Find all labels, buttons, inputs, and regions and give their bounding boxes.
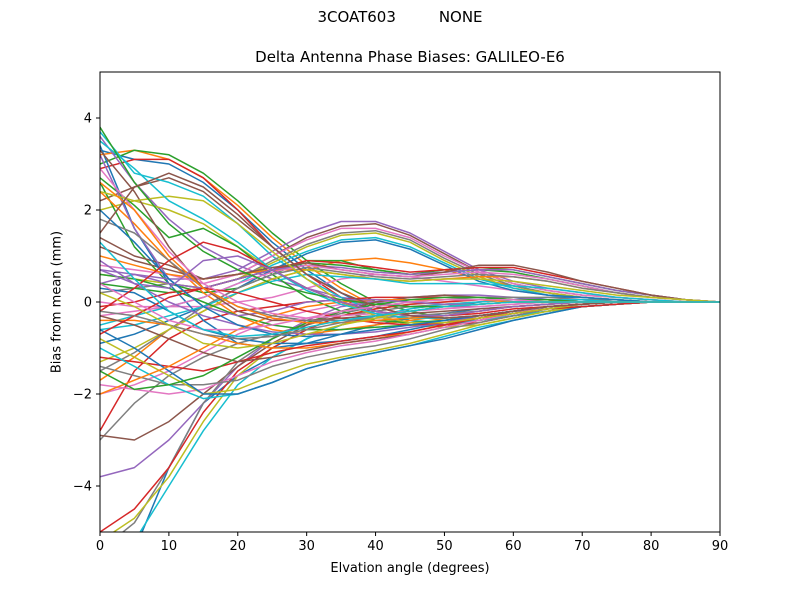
x-tick-label: 70: [574, 539, 591, 554]
y-tick-label: 0: [84, 296, 92, 311]
x-tick-label: 90: [712, 539, 729, 554]
series-layer: [100, 126, 720, 532]
series-line-s39: [100, 269, 720, 363]
figure-suptitle: 3COAT603 NONE: [0, 8, 800, 26]
x-axis-label: Elvation angle (degrees): [330, 561, 490, 576]
x-tick-label: 30: [298, 539, 315, 554]
series-line-s70: [100, 241, 720, 338]
chart-title: Delta Antenna Phase Biases: GALILEO-E6: [255, 48, 565, 66]
y-axis: −4 −2 0 2 4: [73, 112, 100, 495]
y-tick-label: 4: [84, 112, 92, 127]
x-axis: 0 10 20 30 40 50 60 70 80 90: [96, 532, 728, 554]
suptitle-radome: NONE: [438, 8, 483, 26]
y-axis-label: Bias from mean (mm): [49, 230, 65, 374]
x-tick-label: 0: [96, 539, 104, 554]
suptitle-antenna: 3COAT603: [317, 8, 396, 26]
x-tick-label: 50: [436, 539, 453, 554]
x-tick-label: 80: [643, 539, 660, 554]
x-tick-label: 60: [505, 539, 522, 554]
x-tick-label: 40: [367, 539, 384, 554]
y-tick-label: −4: [73, 480, 92, 495]
y-tick-label: 2: [84, 204, 92, 219]
y-tick-label: −2: [73, 388, 92, 403]
x-tick-label: 20: [230, 539, 247, 554]
x-tick-label: 10: [161, 539, 178, 554]
